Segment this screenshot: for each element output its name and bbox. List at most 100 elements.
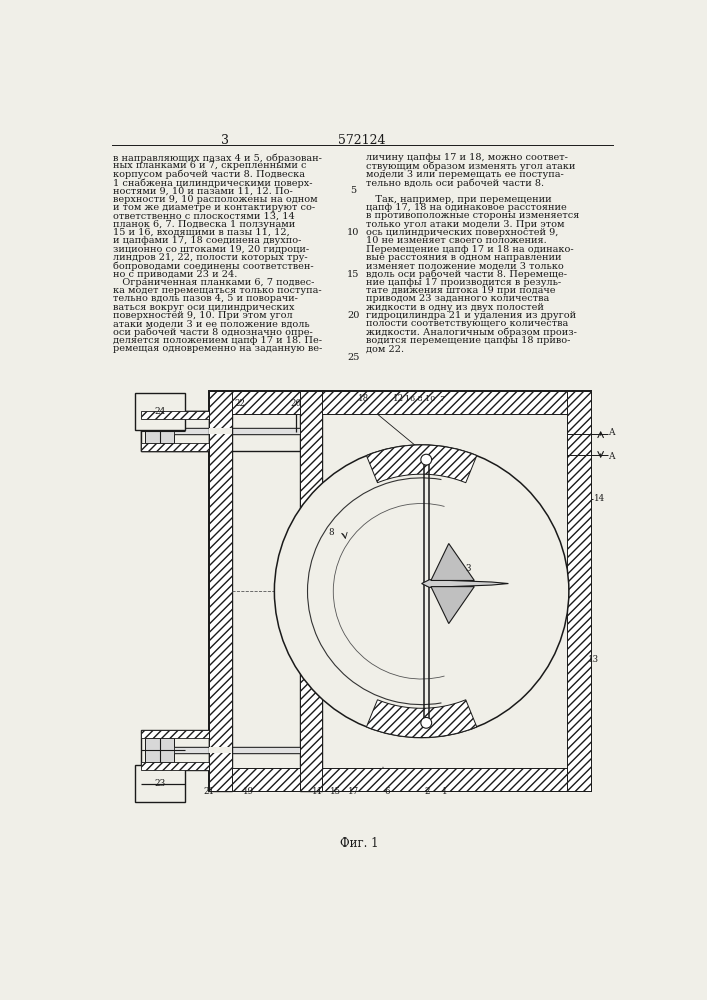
Text: 15: 15 [347, 270, 360, 279]
Text: 25: 25 [347, 353, 360, 362]
Text: поверхностей 9, 10. При этом угол: поверхностей 9, 10. При этом угол [113, 311, 293, 320]
Text: 15 и 16, входящими в пазы 11, 12,: 15 и 16, входящими в пазы 11, 12, [113, 228, 290, 237]
Bar [300, 391, 322, 791]
Circle shape [274, 445, 569, 738]
Text: корпусом рабочей части 8. Подвеска: корпусом рабочей части 8. Подвеска [113, 170, 305, 179]
Text: 10 не изменяет своего положения.: 10 не изменяет своего положения. [366, 236, 547, 245]
Text: 3: 3 [465, 564, 471, 573]
Text: 1 снабжена цилиндрическими поверх-: 1 снабжена цилиндрическими поверх- [113, 178, 312, 188]
Text: деляется положением цапф 17 и 18. Пе-: деляется положением цапф 17 и 18. Пе- [113, 336, 322, 345]
Text: 5: 5 [351, 186, 356, 195]
Text: вые расстояния в одном направлении: вые расстояния в одном направлении [366, 253, 561, 262]
Text: и том же диаметре и контактируют со-: и том же диаметре и контактируют со- [113, 203, 315, 212]
Text: 10: 10 [347, 228, 360, 237]
Bar [145, 419, 175, 443]
Text: в направляющих пазах 4 и 5, образован-: в направляющих пазах 4 и 5, образован- [113, 153, 322, 163]
Text: ваться вокруг оси цилиндрических: ваться вокруг оси цилиндрических [113, 303, 295, 312]
Text: 13: 13 [588, 654, 599, 664]
Text: оси рабочей части 8 однозначно опре-: оси рабочей части 8 однозначно опре- [113, 328, 313, 337]
Text: 16 8 10  7: 16 8 10 7 [405, 395, 445, 403]
Bar [141, 411, 300, 451]
Text: жидкости. Аналогичным образом произ-: жидкости. Аналогичным образом произ- [366, 328, 577, 337]
Polygon shape [366, 445, 477, 483]
Text: A: A [608, 428, 615, 437]
Text: бопроводами соединены соответствен-: бопроводами соединены соответствен- [113, 261, 314, 271]
Bar [141, 762, 209, 770]
Bar [135, 765, 185, 802]
Bar [175, 747, 300, 753]
Text: изменяет положение модели 3 только: изменяет положение модели 3 только [366, 261, 563, 270]
Bar [567, 391, 590, 791]
Text: 14: 14 [595, 494, 605, 503]
Text: линдров 21, 22, полости которых тру-: линдров 21, 22, полости которых тру- [113, 253, 308, 262]
Text: 12: 12 [393, 394, 404, 403]
Bar [209, 391, 232, 791]
Text: ответственно с плоскостями 13, 14: ответственно с плоскостями 13, 14 [113, 211, 295, 220]
Text: в противоположные стороны изменяется: в противоположные стороны изменяется [366, 211, 579, 220]
Text: цапф 17, 18 на одинаковое расстояние: цапф 17, 18 на одинаковое расстояние [366, 203, 566, 212]
Text: водится перемещение цапфы 18 приво-: водится перемещение цапфы 18 приво- [366, 336, 571, 345]
Bar [141, 411, 209, 419]
Text: Так, например, при перемещении: Так, например, при перемещении [366, 195, 551, 204]
Text: Фиг. 1: Фиг. 1 [340, 837, 379, 850]
Text: только угол атаки модели 3. При этом: только угол атаки модели 3. При этом [366, 220, 564, 229]
Text: 2: 2 [424, 787, 430, 796]
Bar [135, 393, 185, 430]
Text: 8: 8 [328, 528, 334, 537]
Text: атаки модели 3 и ее положение вдоль: атаки модели 3 и ее положение вдоль [113, 319, 310, 328]
Text: 23: 23 [154, 779, 165, 788]
Text: планок 6, 7. Подвеска 1 ползунами: планок 6, 7. Подвеска 1 ползунами [113, 220, 296, 229]
Text: ние цапфы 17 производится в резуль-: ние цапфы 17 производится в резуль- [366, 278, 561, 287]
Text: 1: 1 [442, 787, 448, 796]
Bar [209, 391, 590, 791]
Text: тельно вдоль оси рабочей части 8.: тельно вдоль оси рабочей части 8. [366, 178, 544, 188]
Text: личину цапфы 17 и 18, можно соответ-: личину цапфы 17 и 18, можно соответ- [366, 153, 568, 162]
Text: Перемещение цапф 17 и 18 на одинако-: Перемещение цапф 17 и 18 на одинако- [366, 245, 573, 254]
Text: 21: 21 [203, 787, 214, 796]
Bar [209, 747, 232, 753]
Text: ось цилиндрических поверхностей 9,: ось цилиндрических поверхностей 9, [366, 228, 559, 237]
Bar [209, 391, 590, 414]
Text: 15: 15 [330, 787, 341, 796]
Text: A: A [608, 452, 615, 461]
Text: и цапфами 17, 18 соединена двухпо-: и цапфами 17, 18 соединена двухпо- [113, 236, 302, 245]
Text: Ограниченная планками 6, 7 подвес-: Ограниченная планками 6, 7 подвес- [113, 278, 315, 287]
Polygon shape [421, 580, 508, 587]
Bar [141, 730, 209, 738]
Bar [175, 428, 300, 434]
Text: 20: 20 [347, 311, 360, 320]
Bar [300, 391, 322, 791]
Circle shape [421, 717, 432, 728]
Text: 3: 3 [221, 134, 229, 147]
Text: дом 22.: дом 22. [366, 344, 404, 353]
Polygon shape [431, 587, 474, 624]
Text: зиционно со штоками 19, 20 гидроци-: зиционно со штоками 19, 20 гидроци- [113, 245, 309, 254]
Bar [209, 391, 232, 791]
Text: жидкости в одну из двух полостей: жидкости в одну из двух полостей [366, 303, 544, 312]
Polygon shape [366, 700, 477, 738]
Text: 22: 22 [235, 399, 246, 408]
Text: ствующим образом изменять угол атаки: ствующим образом изменять угол атаки [366, 161, 575, 171]
Polygon shape [431, 544, 474, 580]
Text: ка модет перемещаться только поступа-: ка модет перемещаться только поступа- [113, 286, 322, 295]
Text: 24: 24 [154, 407, 165, 416]
Text: но с приводами 23 и 24.: но с приводами 23 и 24. [113, 270, 238, 279]
Bar [141, 411, 209, 451]
Circle shape [421, 454, 432, 465]
Text: 6: 6 [384, 787, 390, 796]
Text: тельно вдоль пазов 4, 5 и поворачи-: тельно вдоль пазов 4, 5 и поворачи- [113, 294, 298, 303]
Text: гидроцилиндра 21 и удаления из другой: гидроцилиндра 21 и удаления из другой [366, 311, 576, 320]
Text: ных планками 6 и 7, скрепленными с: ных планками 6 и 7, скрепленными с [113, 161, 307, 170]
Text: ремещая одновременно на заданную ве-: ремещая одновременно на заданную ве- [113, 344, 322, 353]
Bar [141, 730, 209, 770]
Text: 20: 20 [291, 399, 302, 408]
Text: полости соответствующего количества: полости соответствующего количества [366, 319, 568, 328]
Bar [209, 428, 232, 434]
Bar [209, 768, 590, 791]
Text: 18: 18 [358, 394, 369, 403]
Text: 17: 17 [348, 787, 359, 796]
Text: ностями 9, 10 и пазами 11, 12. По-: ностями 9, 10 и пазами 11, 12. По- [113, 186, 293, 195]
Bar [141, 443, 209, 451]
Text: 19: 19 [243, 787, 254, 796]
Bar [145, 738, 175, 762]
